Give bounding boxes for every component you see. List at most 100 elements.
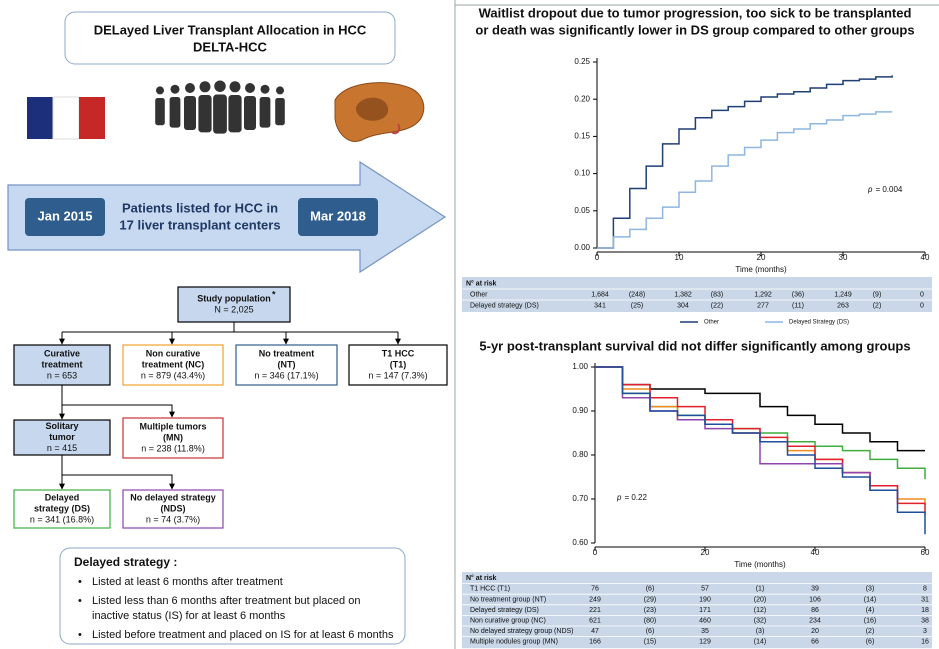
risk-cell: 86 bbox=[811, 607, 819, 614]
risk-cell: (12) bbox=[754, 607, 766, 614]
risk-table-bg bbox=[462, 572, 932, 649]
flow-text: n = 147 (7.3%) bbox=[368, 370, 427, 380]
person-body bbox=[198, 95, 212, 133]
end-date: Mar 2018 bbox=[310, 208, 366, 223]
risk-cell: 1,684 bbox=[591, 291, 609, 298]
person-body bbox=[169, 97, 181, 128]
bullet: • bbox=[78, 576, 82, 588]
risk-cell: (83) bbox=[711, 291, 723, 298]
risk-cell: (1) bbox=[756, 586, 765, 593]
risk-cell: 263 bbox=[837, 302, 849, 309]
start-box bbox=[25, 198, 105, 236]
person-head bbox=[185, 83, 195, 93]
flag bbox=[27, 96, 105, 140]
header-title: DELayed Liver Transplant Allocation in H… bbox=[94, 22, 367, 37]
flow-text: n = 74 (3.7%) bbox=[146, 514, 200, 524]
risk-cell: (3) bbox=[866, 586, 875, 593]
legend-label: Other bbox=[704, 320, 719, 326]
flow-text: n = 653 bbox=[47, 370, 77, 380]
x-tick-label: 20 bbox=[701, 548, 710, 557]
y-tick-label: 1.00 bbox=[572, 362, 588, 371]
risk-cell: 31 bbox=[921, 596, 929, 603]
risk-cell: 3 bbox=[923, 628, 927, 635]
start-date: Jan 2015 bbox=[38, 208, 93, 223]
person-head bbox=[260, 84, 270, 94]
flow-box bbox=[177, 286, 291, 323]
risk-cell: 18 bbox=[921, 607, 929, 614]
x-tick-label: 0 bbox=[595, 253, 600, 262]
person-body bbox=[184, 96, 196, 130]
risk-row-label: T1 HCC (T1) bbox=[470, 586, 510, 593]
risk-row-label: Delayed strategy (DS) bbox=[470, 607, 539, 614]
risk-cell: (4) bbox=[866, 607, 875, 614]
person-body bbox=[155, 98, 165, 126]
risk-cell: 106 bbox=[809, 596, 821, 603]
risk-cell: (14) bbox=[754, 639, 766, 646]
risk-cell: (16) bbox=[864, 618, 876, 625]
risk-cell: (32) bbox=[754, 618, 766, 625]
strategy-box bbox=[59, 547, 406, 645]
x-axis-title: Time (months) bbox=[734, 560, 786, 569]
flow-text: (MN) bbox=[163, 432, 183, 442]
p-symbol: p bbox=[616, 493, 622, 502]
risk-cell: 249 bbox=[589, 596, 601, 603]
risk-cell: 304 bbox=[677, 302, 689, 309]
risk-cell: 0 bbox=[920, 291, 924, 298]
km-curve bbox=[595, 366, 926, 535]
risk-cell: 190 bbox=[699, 596, 711, 603]
y-tick-label: 0.70 bbox=[572, 494, 588, 503]
p-value: p = 0.22 bbox=[616, 493, 647, 502]
risk-cell: 66 bbox=[811, 639, 819, 646]
person-body bbox=[275, 98, 285, 126]
risk-cell: (80) bbox=[644, 618, 656, 625]
person-head bbox=[156, 86, 164, 95]
flow-text: treatment bbox=[41, 359, 82, 369]
y-tick-label: 0.80 bbox=[572, 450, 588, 459]
flow-text: Study population bbox=[197, 293, 271, 303]
p-text: = 0.22 bbox=[624, 493, 647, 502]
risk-cell: (6) bbox=[866, 639, 875, 646]
flow-box bbox=[13, 344, 111, 386]
y-tick-label: 0.60 bbox=[572, 538, 588, 547]
risk-table-title: N° at risk bbox=[466, 574, 497, 582]
risk-cell: 76 bbox=[591, 586, 599, 593]
risk-cell: (11) bbox=[792, 302, 804, 309]
flow-box bbox=[122, 489, 224, 529]
risk-row-label: Delayed strategy (DS) bbox=[470, 302, 539, 309]
risk-cell: (6) bbox=[646, 628, 655, 635]
flow-text: strategy (DS) bbox=[34, 503, 90, 513]
flow-box bbox=[122, 417, 224, 459]
risk-cell: (23) bbox=[644, 607, 656, 614]
risk-cell: (20) bbox=[754, 596, 766, 603]
flow-text: (NT) bbox=[278, 359, 296, 369]
flow-text: Solitary bbox=[45, 421, 78, 431]
flow-text: (T1) bbox=[390, 359, 407, 369]
person-body bbox=[244, 96, 256, 130]
flow-text: Curative bbox=[44, 348, 80, 358]
person-head bbox=[199, 81, 211, 93]
person-head bbox=[170, 84, 180, 94]
risk-row-label: No delayed strategy group (NDS) bbox=[470, 628, 574, 635]
flow-text: n = 879 (43.4%) bbox=[141, 370, 205, 380]
risk-cell: (15) bbox=[644, 639, 656, 646]
flow-text: n = 341 (16.8%) bbox=[30, 514, 94, 524]
timeline-label: Patients listed for HCC in bbox=[122, 200, 278, 215]
km-curve bbox=[597, 111, 893, 249]
strategy-title: Delayed strategy : bbox=[74, 555, 177, 569]
risk-cell: (2) bbox=[866, 628, 875, 635]
x-tick-label: 0 bbox=[593, 548, 598, 557]
risk-cell: 1,292 bbox=[754, 291, 772, 298]
y-tick-label: 0.10 bbox=[574, 169, 590, 178]
x-tick-label: 40 bbox=[921, 253, 930, 262]
bullet: • bbox=[78, 595, 82, 607]
flow-box bbox=[13, 419, 111, 456]
risk-cell: (6) bbox=[646, 586, 655, 593]
person-body bbox=[213, 94, 227, 134]
person-head bbox=[276, 86, 284, 95]
risk-cell: 1,382 bbox=[674, 291, 692, 298]
flow-text: Multiple tumors bbox=[140, 421, 207, 431]
x-axis-title: Time (months) bbox=[735, 265, 787, 274]
flow-box bbox=[235, 344, 338, 386]
risk-cell: 16 bbox=[921, 639, 929, 646]
timeline-arrow bbox=[7, 160, 447, 274]
